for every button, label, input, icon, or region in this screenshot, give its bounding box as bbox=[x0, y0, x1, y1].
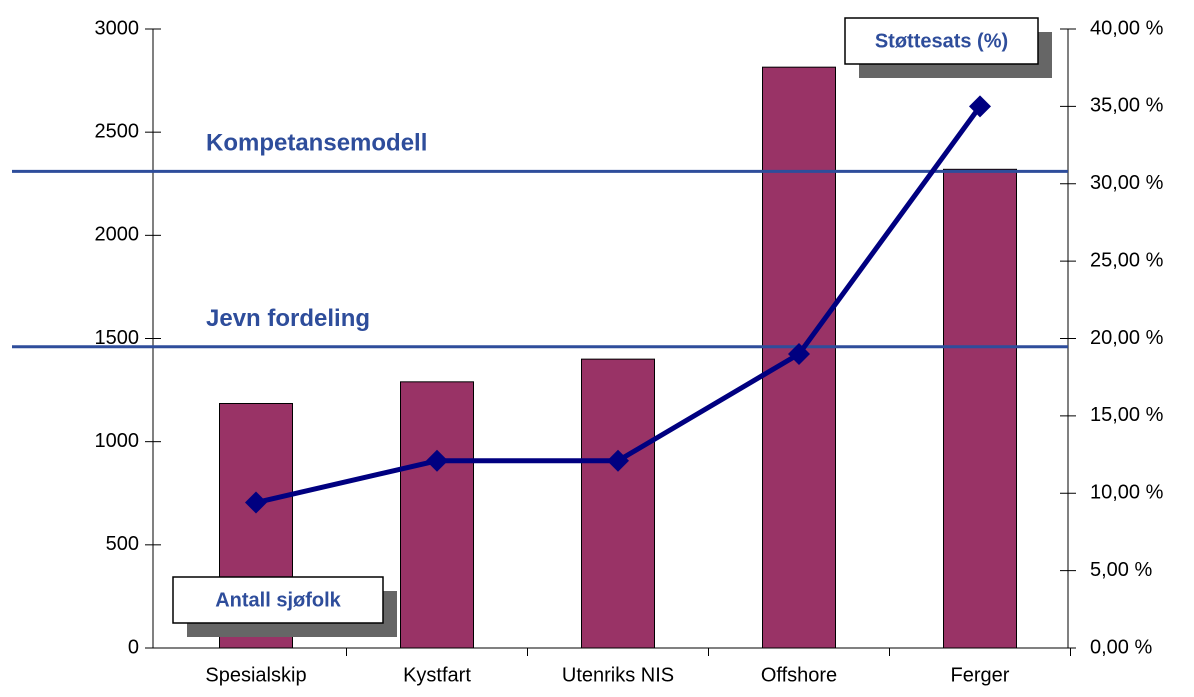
y2-tick-label: 35,00 % bbox=[1090, 95, 1164, 117]
line-marker bbox=[426, 449, 448, 472]
x-tick-label: Utenriks NIS bbox=[562, 664, 674, 686]
y-tick-label: 2000 bbox=[95, 224, 140, 246]
label-box bbox=[172, 576, 384, 624]
line-marker bbox=[969, 95, 991, 118]
y2-tick-label: 20,00 % bbox=[1090, 327, 1164, 349]
y-tick-label: 2500 bbox=[95, 120, 140, 142]
reference-label: Kompetansemodell bbox=[206, 130, 427, 157]
x-tick-label: Kystfart bbox=[403, 664, 471, 686]
reference-label: Jevn fordeling bbox=[206, 305, 370, 332]
y-tick-label: 1500 bbox=[95, 327, 140, 349]
bar bbox=[943, 168, 1017, 649]
y2-tick-label: 0,00 % bbox=[1090, 636, 1152, 658]
legend-label: Antall sjøfolk bbox=[215, 589, 341, 611]
line-marker bbox=[245, 491, 267, 514]
x-tick-label: Offshore bbox=[761, 664, 837, 686]
y-tick-label: 3000 bbox=[95, 17, 140, 39]
y2-tick-label: 40,00 % bbox=[1090, 17, 1164, 39]
bar bbox=[400, 381, 474, 649]
y2-tick-label: 5,00 % bbox=[1090, 559, 1152, 581]
x-tick-label: Spesialskip bbox=[205, 664, 306, 686]
y2-tick-label: 10,00 % bbox=[1090, 482, 1164, 504]
y2-tick-label: 30,00 % bbox=[1090, 172, 1164, 194]
x-tick-label: Ferger bbox=[951, 664, 1010, 686]
line-marker bbox=[607, 449, 629, 472]
y-tick-label: 0 bbox=[128, 636, 139, 658]
y2-tick-label: 15,00 % bbox=[1090, 404, 1164, 426]
line-marker bbox=[788, 342, 810, 365]
legend-label: Støttesats (%) bbox=[875, 30, 1008, 52]
y2-tick-label: 25,00 % bbox=[1090, 249, 1164, 271]
bar bbox=[581, 358, 655, 649]
label-box bbox=[844, 17, 1039, 65]
y-tick-label: 1000 bbox=[95, 430, 140, 452]
y-tick-label: 500 bbox=[106, 533, 139, 555]
